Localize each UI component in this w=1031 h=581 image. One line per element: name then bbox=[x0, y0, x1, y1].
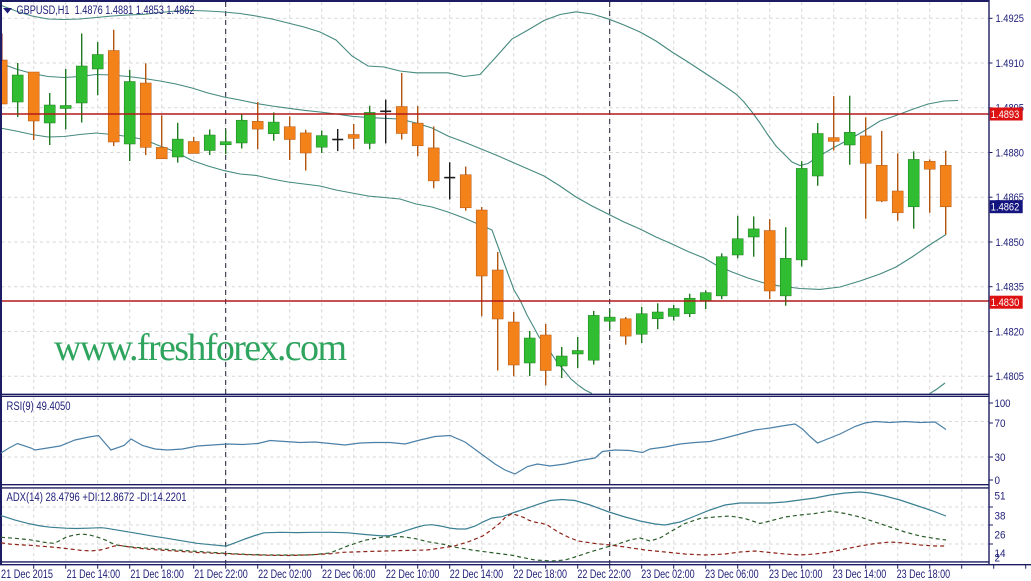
svg-text:1.4835: 1.4835 bbox=[996, 282, 1025, 294]
svg-text:1.4910: 1.4910 bbox=[996, 58, 1025, 70]
svg-text:22 Dec 22:00: 22 Dec 22:00 bbox=[577, 569, 631, 581]
svg-text:26: 26 bbox=[995, 530, 1006, 542]
svg-text:0: 0 bbox=[995, 475, 1001, 487]
svg-text:23 Dec 10:00: 23 Dec 10:00 bbox=[769, 569, 823, 581]
svg-text:14: 14 bbox=[995, 548, 1006, 560]
svg-text:23 Dec 14:00: 23 Dec 14:00 bbox=[833, 569, 887, 581]
svg-text:22 Dec 06:00: 22 Dec 06:00 bbox=[322, 569, 376, 581]
svg-text:22 Dec 02:00: 22 Dec 02:00 bbox=[258, 569, 312, 581]
svg-text:51: 51 bbox=[995, 491, 1006, 503]
svg-text:1.4830: 1.4830 bbox=[991, 297, 1020, 309]
svg-text:70: 70 bbox=[995, 418, 1006, 430]
svg-text:1.4805: 1.4805 bbox=[996, 371, 1025, 383]
svg-text:1.4862: 1.4862 bbox=[991, 202, 1020, 214]
svg-text:www.freshforex.com: www.freshforex.com bbox=[54, 327, 347, 369]
svg-text:2: 2 bbox=[995, 553, 1001, 565]
svg-text:RSI(9) 49.4050: RSI(9) 49.4050 bbox=[7, 401, 71, 413]
svg-text:23 Dec 02:00: 23 Dec 02:00 bbox=[641, 569, 695, 581]
svg-text:22 Dec 14:00: 22 Dec 14:00 bbox=[450, 569, 504, 581]
svg-text:22 Dec 10:00: 22 Dec 10:00 bbox=[386, 569, 440, 581]
svg-text:38: 38 bbox=[995, 511, 1006, 523]
svg-text:ADX(14) 28.4796 +DI:12.8672 -D: ADX(14) 28.4796 +DI:12.8672 -DI:14.2201 bbox=[7, 492, 187, 504]
svg-text:1.4893: 1.4893 bbox=[991, 109, 1020, 121]
svg-text:1.4925: 1.4925 bbox=[996, 13, 1025, 25]
svg-text:1.4850: 1.4850 bbox=[996, 237, 1025, 249]
svg-text:22 Dec 18:00: 22 Dec 18:00 bbox=[514, 569, 568, 581]
svg-text:1.4880: 1.4880 bbox=[996, 147, 1025, 159]
svg-text:1.4820: 1.4820 bbox=[996, 326, 1025, 338]
svg-text:21 Dec 2015: 21 Dec 2015 bbox=[1, 569, 53, 581]
svg-text:100: 100 bbox=[995, 398, 1011, 410]
svg-text:21 Dec 22:00: 21 Dec 22:00 bbox=[194, 569, 248, 581]
svg-text:GBPUSD,H1 1.4876 1.4881 1.485: GBPUSD,H1 1.4876 1.4881 1.4853 1.4862 bbox=[17, 5, 195, 17]
svg-text:21 Dec 14:00: 21 Dec 14:00 bbox=[67, 569, 121, 581]
svg-text:30: 30 bbox=[995, 452, 1006, 464]
svg-text:23 Dec 18:00: 23 Dec 18:00 bbox=[897, 569, 951, 581]
svg-text:23 Dec 06:00: 23 Dec 06:00 bbox=[705, 569, 759, 581]
svg-text:21 Dec 18:00: 21 Dec 18:00 bbox=[130, 569, 184, 581]
